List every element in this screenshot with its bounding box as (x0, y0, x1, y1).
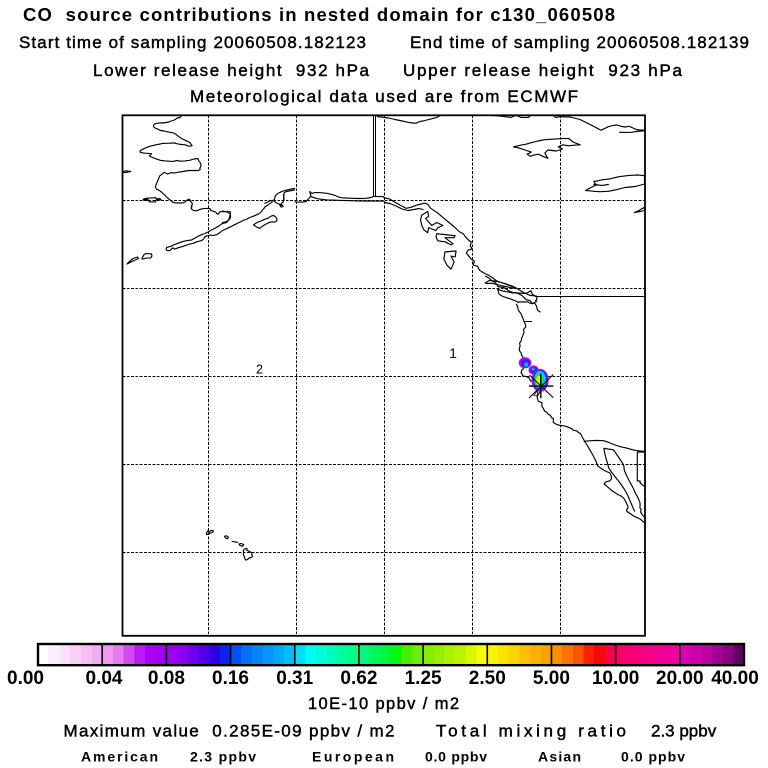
svg-text:End time of sampling 20060508.: End time of sampling 20060508.182139 (410, 33, 749, 52)
svg-text:CO source contributions in ne: CO source contributions in nested domain… (23, 4, 615, 25)
svg-text:20.00: 20.00 (656, 668, 704, 689)
svg-text:1.25: 1.25 (405, 668, 442, 689)
svg-text:2.3 ppbv: 2.3 ppbv (651, 722, 717, 741)
svg-text:1: 1 (449, 345, 457, 361)
svg-text:Meteorological data used are f: Meteorological data used are from ECMWF (190, 87, 578, 106)
svg-text:40.00: 40.00 (711, 668, 759, 689)
svg-text:0.0 ppbv: 0.0 ppbv (621, 749, 685, 765)
svg-text:0.08: 0.08 (148, 668, 185, 689)
svg-text:0.0 ppbv: 0.0 ppbv (425, 749, 487, 765)
svg-text:0.31: 0.31 (276, 668, 313, 689)
svg-text:10.00: 10.00 (592, 668, 640, 689)
svg-text:5.00: 5.00 (533, 668, 570, 689)
svg-text:Asian: Asian (538, 749, 581, 765)
svg-text:0.62: 0.62 (340, 668, 377, 689)
svg-text:Lower release height 932 hPa: Lower release height 932 hPa (93, 61, 370, 80)
svg-text:European: European (312, 749, 394, 765)
svg-text:Upper release height 923 hPa: Upper release height 923 hPa (403, 61, 683, 80)
svg-text:0.04: 0.04 (86, 668, 123, 689)
svg-text:Total mixing ratio: Total mixing ratio (436, 722, 626, 741)
svg-text:2.50: 2.50 (469, 668, 506, 689)
svg-text:0.00: 0.00 (7, 668, 44, 689)
svg-text:Start time of sampling 2006050: Start time of sampling 20060508.182123 (19, 33, 366, 52)
svg-text:0.16: 0.16 (212, 668, 249, 689)
svg-text:4: 4 (533, 389, 539, 401)
svg-text:2.3 ppbv: 2.3 ppbv (190, 749, 256, 765)
svg-text:2: 2 (256, 363, 263, 377)
svg-text:10E-10 ppbv / m2: 10E-10 ppbv / m2 (308, 695, 459, 713)
svg-text:Maximum value 0.285E-09 ppbv: Maximum value 0.285E-09 ppbv / m2 (64, 722, 395, 741)
svg-text:American: American (81, 749, 158, 765)
